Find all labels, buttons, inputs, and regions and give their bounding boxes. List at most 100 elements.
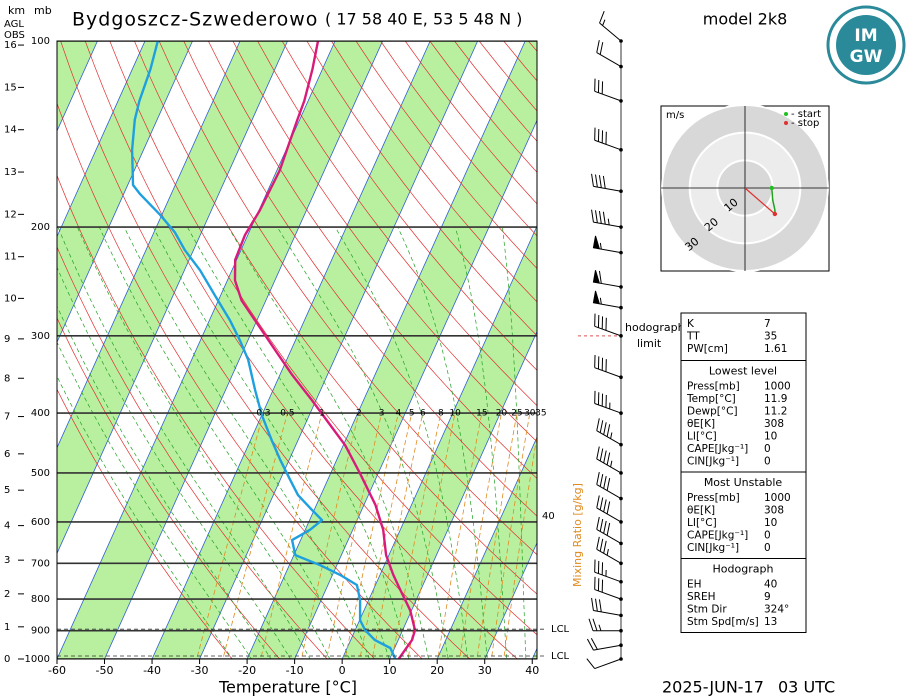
lcl-label: LCL — [551, 651, 570, 662]
wind-dot — [619, 334, 623, 338]
km-tick-label: 2 — [4, 589, 10, 600]
km-tick-label: 0 — [4, 654, 10, 665]
x-tick-label: -30 — [191, 664, 209, 677]
table-value: 10 — [764, 517, 777, 529]
plot-area — [0, 41, 537, 659]
isotherm — [151, 41, 431, 659]
hodograph-stop — [772, 211, 778, 217]
wind-barb — [592, 235, 622, 254]
table-section — [680, 312, 807, 361]
wind-barb — [596, 495, 622, 523]
mixing-ratio-label: 10 — [449, 409, 461, 419]
x-axis-title: Temperature [°C] — [218, 678, 357, 697]
hodograph-limit-label: limit — [637, 337, 662, 350]
km-tick-label: 10 — [4, 293, 17, 304]
table-value: 35 — [764, 331, 777, 343]
isotherm — [57, 41, 288, 555]
wind-barb — [588, 618, 621, 632]
pressure-tick-label: 800 — [31, 594, 50, 605]
km-tick-label: 16 — [4, 40, 17, 51]
wind-barb — [592, 290, 622, 309]
pressure-tick-label: 600 — [31, 517, 50, 528]
x-tick-label: 10 — [383, 664, 397, 677]
station-title: Bydgoszcz-Szwederowo — [72, 9, 318, 31]
moist-adiabat — [57, 226, 311, 659]
wind-dot — [619, 579, 623, 584]
pressure-tick-label: 500 — [31, 468, 50, 479]
moist-adiabat — [454, 226, 507, 659]
logo-top: IM — [854, 26, 877, 46]
legend-stop-dot — [784, 121, 788, 125]
table-value: 1000 — [764, 381, 791, 393]
pressure-tick-label: 700 — [31, 558, 50, 569]
wind-dot — [619, 148, 623, 152]
wind-barb — [591, 597, 622, 616]
moist-adiabat — [77, 226, 331, 659]
table-section-title: Most Unstable — [704, 476, 783, 489]
km-tick-label: 8 — [4, 373, 10, 384]
table-value: 308 — [764, 418, 784, 430]
mixing-ratio-label: 2 — [356, 409, 362, 419]
moist-adiabat — [227, 226, 429, 659]
wind-barb — [594, 78, 622, 102]
wind-dot — [619, 411, 623, 415]
wind-dot — [619, 250, 623, 255]
wind-barb — [594, 313, 622, 337]
wind-dot — [619, 442, 623, 447]
dry-adiabat — [57, 246, 328, 659]
table-label: Temp[°C] — [686, 393, 736, 405]
table-value: 40 — [764, 579, 777, 591]
table-section — [680, 558, 807, 633]
wind-dot — [619, 189, 623, 193]
wind-dot — [619, 628, 623, 633]
moist-adiabat — [334, 226, 469, 659]
wind-barb — [596, 516, 622, 544]
dry-adiabat — [306, 41, 537, 337]
table-label: CAPE[Jkg⁻¹] — [687, 443, 748, 455]
model-label: model 2k8 — [703, 10, 788, 29]
dry-adiabat — [183, 41, 537, 517]
pressure-tick-label: 100 — [31, 36, 50, 47]
mixing-ratio-label: 20 — [496, 409, 508, 419]
table-label: CIN[Jkg⁻¹] — [687, 456, 739, 468]
isotherm-band — [0, 41, 2, 659]
wind-dot — [619, 541, 623, 546]
km-tick-label: 6 — [4, 449, 10, 460]
agl-label: AGL — [4, 19, 24, 30]
table-label: θE[K] — [687, 505, 715, 517]
wind-barb — [594, 559, 622, 583]
table-label: LI[°C] — [687, 431, 717, 443]
wind-dot — [619, 657, 623, 661]
dry-adiabat — [380, 41, 537, 237]
pressure-tick-label: 300 — [31, 331, 50, 342]
table-value: 7 — [764, 318, 771, 330]
table-value: 324° — [764, 604, 789, 616]
table-section — [680, 471, 807, 559]
moist-adiabat — [57, 266, 291, 659]
moist-adiabat — [123, 226, 370, 659]
mixing-ratio-label: 35 — [535, 409, 546, 419]
moist-adiabat — [98, 226, 350, 659]
mixing-ratio-label: 15 — [476, 409, 487, 419]
table-section-title: Lowest level — [709, 365, 777, 378]
table-value: 1.61 — [764, 343, 787, 355]
wind-barb — [594, 354, 622, 378]
table-value: 1000 — [764, 492, 791, 504]
plot-frame — [56, 40, 538, 660]
km-tick-label: 4 — [4, 521, 10, 532]
legend-stop: - stop — [791, 118, 819, 129]
mixing-ratio-side: 40 — [542, 511, 555, 522]
isotherm — [246, 41, 526, 659]
mixing-ratio-line — [490, 413, 531, 659]
mixing-ratio-label: 0.3 — [256, 409, 270, 419]
wind-barb — [594, 390, 622, 414]
dry-adiabat — [57, 317, 281, 659]
table-value: 0 — [764, 542, 771, 554]
mixing-ratio-label: 30 — [524, 409, 536, 419]
moist-adiabat — [152, 226, 390, 659]
isotherm — [0, 41, 2, 659]
dry-adiabat — [57, 174, 376, 659]
hodograph-start — [769, 185, 775, 191]
mixing-ratio-label: 4 — [396, 409, 402, 419]
